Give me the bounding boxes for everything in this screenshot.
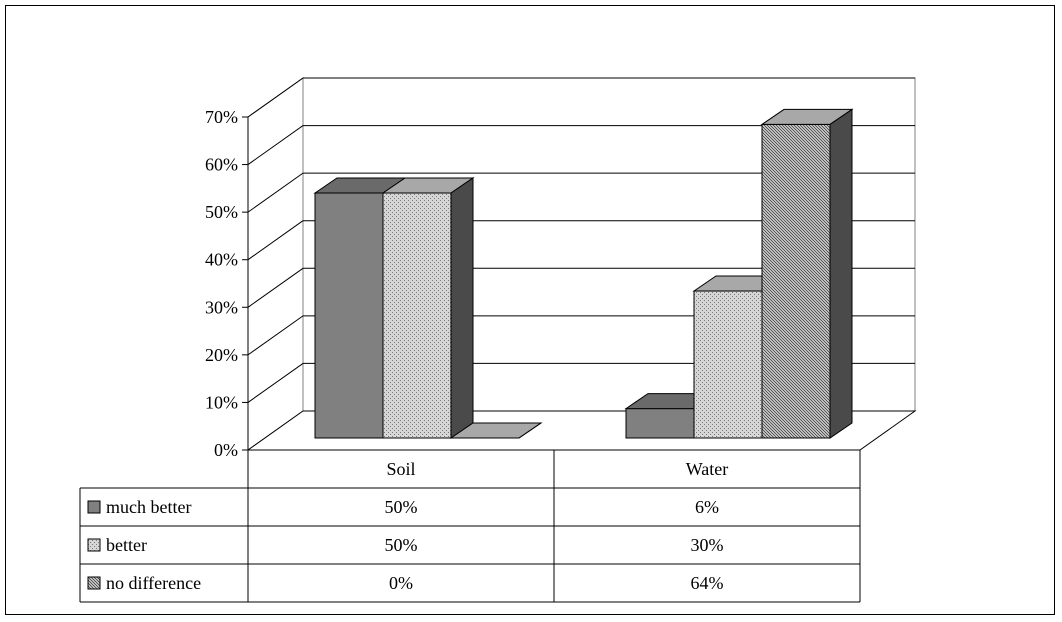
legend-swatch <box>87 500 101 514</box>
bar <box>381 177 475 439</box>
category-label: Water <box>686 459 729 479</box>
bar-front <box>314 192 384 439</box>
data-label: 64% <box>691 573 724 593</box>
legend-label: better <box>106 535 147 555</box>
y-tick-label: 50% <box>205 202 238 222</box>
gridline-side <box>247 315 304 356</box>
gridline-side <box>247 363 304 403</box>
data-table: Soil Water much better 50% 6% better 50% 30% no … <box>79 450 861 603</box>
bar-front <box>693 290 763 439</box>
bar-front <box>625 408 695 439</box>
gridline-side <box>247 220 304 261</box>
bar-side <box>518 422 542 439</box>
data-label: 0% <box>389 573 413 593</box>
data-label: 50% <box>385 535 418 555</box>
bar <box>624 393 718 439</box>
y-axis: 0% 10% 20% 30% 40% 50% 60% 70% <box>205 107 249 460</box>
legend-label: no difference <box>106 573 201 593</box>
bars <box>313 108 854 439</box>
category-label: Soil <box>386 459 415 479</box>
data-label: 30% <box>691 535 724 555</box>
legend-swatch <box>87 576 101 590</box>
bar-front <box>761 123 831 439</box>
y-tick-label: 70% <box>205 107 238 127</box>
y-tick-label: 20% <box>205 345 238 365</box>
gridline-side <box>247 267 304 308</box>
bar-side <box>829 108 853 439</box>
legend-swatch <box>87 538 101 552</box>
bar-side <box>450 177 474 439</box>
legend-label: much better <box>106 497 191 517</box>
data-label: 6% <box>695 497 719 517</box>
bar <box>692 275 786 439</box>
y-tick-label: 30% <box>205 297 238 317</box>
gridline-side <box>247 172 304 213</box>
bar <box>760 108 854 439</box>
data-label: 50% <box>385 497 418 517</box>
gridline-side <box>247 125 304 165</box>
y-tick-label: 60% <box>205 155 238 175</box>
bar-front <box>382 192 452 439</box>
y-tick-label: 0% <box>214 440 238 460</box>
y-tick-label: 40% <box>205 250 238 270</box>
bar <box>449 422 543 439</box>
y-tick-label: 10% <box>205 392 238 412</box>
side-wall <box>247 77 304 451</box>
gridline-side <box>247 77 304 118</box>
